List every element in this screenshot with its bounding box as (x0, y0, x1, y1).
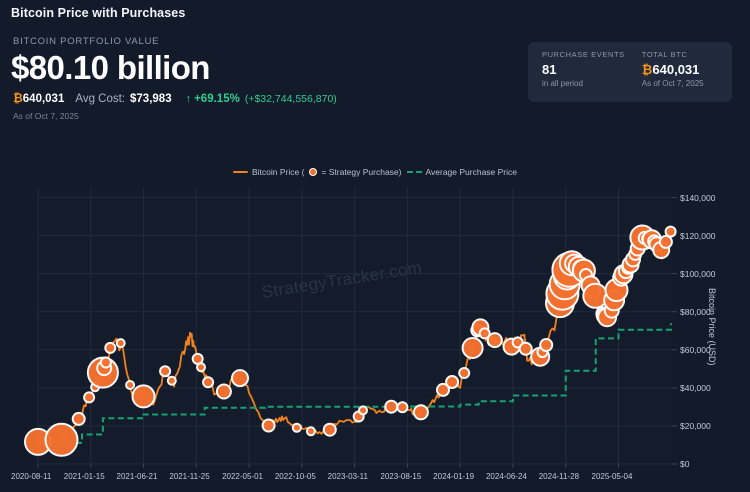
x-axis-tick-label: 2024-01-19 (433, 472, 475, 481)
title-bar: Bitcoin Price with Purchases (0, 0, 750, 29)
x-axis-tick-label: 2024-06-24 (485, 472, 527, 481)
y-axis-tick-label: $100,000 (680, 268, 716, 279)
stat-caption: TOTAL BTC (641, 50, 688, 59)
line-swatch-icon (232, 171, 248, 173)
x-axis-tick-label: 2021-06-21 (116, 472, 158, 481)
x-axis-tick-label: 2023-08-15 (380, 472, 422, 481)
stat-caption: PURCHASE EVENTS (542, 50, 625, 59)
stat-total-btc: TOTAL BTC ₿640,031 As of Oct 7, 2025 (625, 50, 704, 102)
x-axis-tick-label: 2024-11-28 (538, 472, 580, 481)
bubble-swatch-icon (309, 168, 318, 176)
portfolio-metrics-row: ₿ 640,031 Avg Cost: $73,983 ↑ +69.15% (+… (13, 91, 337, 105)
y-axis-tick-label: $60,000 (680, 344, 711, 355)
x-axis-tick-label: 2020-08-11 (11, 472, 52, 481)
y-axis-tick-label: $120,000 (680, 230, 716, 241)
legend-item-average[interactable]: Average Purchase Price (406, 167, 518, 177)
y-axis-tick-label: $140,000 (680, 192, 716, 203)
x-axis-tick-label: 2021-11-25 (169, 472, 210, 481)
btc-symbol-icon: ₿ (13, 91, 23, 105)
avg-cost-value: $73,983 (130, 93, 172, 105)
legend-label-purchase: = Strategy Purchase) (321, 167, 402, 177)
legend-item-purchase[interactable]: = Strategy Purchase) (309, 167, 402, 177)
trend-up-icon: ↑ (185, 93, 192, 105)
x-axis-tick-label: 2022-05-01 (222, 472, 263, 481)
portfolio-value: $80.10 billion (11, 49, 210, 86)
stat-note: As of Oct 7, 2025 (641, 79, 704, 88)
stat-value: 81 (542, 62, 557, 77)
portfolio-summary: BITCOIN PORTFOLIO VALUE $80.10 billion ₿… (11, 36, 337, 121)
legend-label-price: Bitcoin Price ( (251, 167, 305, 177)
x-axis-tick-label: 2025-05-04 (591, 472, 633, 481)
btc-holdings-amount: 640,031 (22, 93, 65, 105)
stat-note: in all period (542, 79, 583, 88)
y-axis-title: Bitcoin Price (USD) (707, 288, 717, 366)
x-axis-tick-label: 2022-10-05 (274, 472, 316, 481)
stat-purchase-events: PURCHASE EVENTS 81 in all period (528, 50, 625, 102)
y-axis-tick-label: $20,000 (680, 420, 711, 431)
btc-symbol-icon: ₿ (641, 62, 653, 77)
legend-item-price[interactable]: Bitcoin Price ( (232, 167, 305, 177)
dashed-swatch-icon (406, 171, 422, 173)
stat-value-text: 640,031 (652, 62, 700, 77)
chart-legend: Bitcoin Price ( = Strategy Purchase) Ave… (0, 167, 750, 177)
stat-value: ₿640,031 (642, 62, 704, 77)
change-percent: +69.15% (194, 93, 240, 105)
portfolio-value-label: BITCOIN PORTFOLIO VALUE (13, 36, 160, 47)
y-axis-tick-label: $40,000 (680, 382, 711, 393)
avg-cost-label: Avg Cost: (75, 93, 126, 105)
as-of-date: As of Oct 7, 2025 (13, 111, 79, 121)
legend-label-average: Average Purchase Price (425, 167, 518, 177)
change-absolute: (+$32,744,556,870) (244, 93, 337, 105)
x-axis-tick-label: 2023-03-11 (327, 472, 368, 481)
y-axis-tick-label: $0 (680, 459, 690, 469)
x-axis-tick-label: 2021-01-15 (63, 472, 105, 481)
y-axis-tick-label: $80,000 (680, 306, 711, 317)
stats-card: PURCHASE EVENTS 81 in all period TOTAL B… (528, 42, 732, 102)
page-title: Bitcoin Price with Purchases (11, 6, 186, 20)
